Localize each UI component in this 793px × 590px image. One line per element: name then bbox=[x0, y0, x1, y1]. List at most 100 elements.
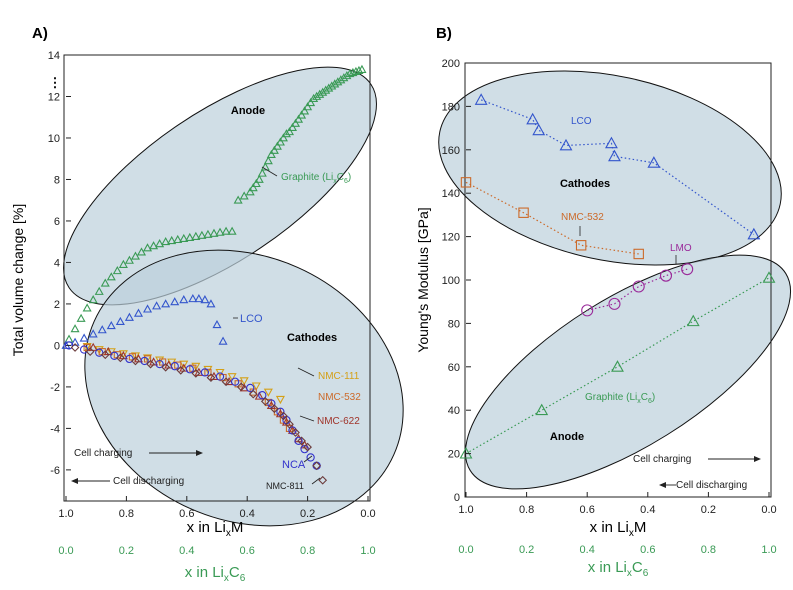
data-point-nmc-811 bbox=[303, 442, 312, 452]
data-point-graphite-lixc6 bbox=[143, 243, 153, 252]
marks-b bbox=[459, 93, 776, 459]
series-graphite-lixc6 bbox=[459, 271, 776, 459]
data-point-graphite-lixc6 bbox=[263, 156, 273, 165]
panel-a-label: A) bbox=[32, 25, 48, 42]
data-point-graphite-lixc6 bbox=[100, 278, 110, 287]
y-tick-label: -4 bbox=[50, 423, 60, 435]
data-point-graphite-lixc6 bbox=[94, 286, 104, 295]
series-graphite-lixc6 bbox=[64, 64, 367, 343]
y-tick-label: 140 bbox=[442, 188, 460, 200]
data-point-lco bbox=[70, 337, 80, 346]
plot-area-b bbox=[464, 62, 772, 498]
data-point-graphite-lixc6 bbox=[197, 230, 207, 239]
data-point-lco bbox=[200, 295, 210, 304]
data-point-graphite-lixc6 bbox=[345, 68, 355, 78]
panel-b-label: B) bbox=[436, 25, 452, 42]
data-point-graphite-lixc6 bbox=[287, 122, 298, 132]
data-point-lco bbox=[194, 294, 204, 303]
data-point-nmc-811 bbox=[191, 369, 201, 378]
discharging-arrowhead-a bbox=[71, 478, 78, 484]
data-point-graphite-lixc6 bbox=[762, 271, 776, 283]
data-point-graphite-lixc6 bbox=[173, 234, 183, 244]
data-point-lco bbox=[152, 301, 162, 310]
series-nca bbox=[64, 341, 321, 470]
series-line-graphite-lixc6 bbox=[465, 277, 770, 455]
data-point-lco bbox=[212, 319, 222, 329]
charging-arrowhead-b bbox=[754, 456, 761, 462]
series-nmc-532 bbox=[460, 177, 644, 260]
data-point-graphite-lixc6 bbox=[321, 85, 331, 94]
data-point-nca bbox=[230, 377, 240, 386]
data-point-nca bbox=[185, 365, 194, 374]
anode-label-b: Anode bbox=[550, 431, 584, 443]
y-tick-label: 14 bbox=[48, 50, 60, 62]
data-point-graphite-lixc6 bbox=[251, 178, 261, 188]
nca-label: NCA bbox=[282, 459, 306, 471]
y-tick-label: 20 bbox=[448, 449, 460, 461]
nmc622-leader bbox=[299, 415, 315, 422]
data-point-graphite-lixc6 bbox=[221, 226, 231, 235]
data-point-graphite-lixc6 bbox=[215, 227, 225, 236]
ticks-b: 0 20 40 60 80 100 120 140 160 180 200 1.0 0.8 0.6 0.4 0… bbox=[442, 58, 777, 556]
data-point-graphite-lixc6 bbox=[179, 233, 189, 243]
data-point-nmc-811 bbox=[291, 428, 300, 437]
series-lco bbox=[474, 93, 761, 240]
data-point-nmc-622 bbox=[239, 383, 249, 392]
nmc622-label: NMC-622 bbox=[317, 416, 360, 427]
x-tick-label: 1.0 bbox=[458, 504, 473, 516]
data-point-graphite-lixc6 bbox=[281, 129, 291, 138]
data-point-lco bbox=[526, 112, 540, 125]
data-point-nmc-532 bbox=[460, 177, 472, 188]
data-point-nmc-111 bbox=[239, 377, 249, 386]
data-point-lco bbox=[124, 312, 134, 321]
data-point-nmc-111 bbox=[215, 368, 225, 378]
data-point-graphite-lixc6 bbox=[306, 97, 316, 107]
data-point-graphite-lixc6 bbox=[357, 64, 367, 73]
data-point-nmc-111 bbox=[155, 356, 165, 365]
data-point-lco bbox=[106, 320, 116, 330]
cathodes-label-b: Cathodes bbox=[560, 178, 610, 190]
data-point-nmc-811 bbox=[248, 389, 258, 399]
data-point-nmc-811 bbox=[206, 373, 216, 382]
y-tick-label: 2 bbox=[54, 299, 60, 311]
x-tick-label: 0.6 bbox=[580, 504, 595, 516]
data-point-graphite-lixc6 bbox=[269, 145, 279, 154]
cell-charging-label-b: Cell charging bbox=[633, 454, 691, 465]
data-point-graphite-lixc6 bbox=[209, 228, 219, 237]
data-point-graphite-lixc6 bbox=[82, 303, 92, 312]
data-point-lco bbox=[170, 297, 180, 306]
x2-tick-label: 1.0 bbox=[360, 545, 375, 557]
data-point-nca bbox=[95, 348, 104, 357]
data-point-graphite-lixc6 bbox=[112, 266, 122, 275]
cell-discharging-label-a: Cell discharging bbox=[113, 476, 184, 487]
data-point-graphite-lixc6 bbox=[136, 247, 147, 256]
data-point-graphite-lixc6 bbox=[294, 114, 304, 123]
data-point-graphite-lixc6 bbox=[70, 324, 80, 333]
x-tick-label: 0.8 bbox=[519, 504, 534, 516]
data-point-nmc-111 bbox=[275, 395, 285, 405]
data-point-graphite-lixc6 bbox=[327, 81, 337, 90]
data-point-nca bbox=[64, 341, 74, 350]
data-point-lco bbox=[608, 149, 621, 162]
x2-tick-label: 0.0 bbox=[458, 544, 473, 556]
data-point-graphite-lixc6 bbox=[161, 236, 171, 246]
data-point-graphite-lixc6 bbox=[339, 73, 349, 82]
data-point-nmc-111 bbox=[263, 388, 273, 397]
x-tick-label: 0.0 bbox=[360, 508, 375, 520]
data-point-nmc-622 bbox=[224, 376, 234, 386]
lco-label-b: LCO bbox=[571, 116, 592, 127]
ticks-a: -6 -4 -2 0 2 4 6 8 10 12 14 1.0 0.8 0.6 0.4 0.2 0.0 0.0 0.… bbox=[48, 50, 376, 557]
data-point-lco bbox=[474, 93, 488, 105]
data-point-graphite-lixc6 bbox=[342, 71, 352, 80]
data-point-nmc-811 bbox=[279, 411, 288, 421]
data-point-graphite-lixc6 bbox=[312, 91, 322, 100]
x-axis-label-2-b: x in LixC6 bbox=[588, 559, 649, 579]
data-point-graphite-lixc6 bbox=[203, 229, 213, 238]
nmc111-label: NMC-111 bbox=[318, 371, 360, 382]
data-point-lmo bbox=[608, 297, 621, 310]
data-point-nmc-811 bbox=[161, 362, 171, 372]
data-point-lco bbox=[133, 308, 144, 317]
data-point-graphite-lixc6 bbox=[333, 77, 343, 86]
data-point-lmo bbox=[581, 304, 594, 317]
